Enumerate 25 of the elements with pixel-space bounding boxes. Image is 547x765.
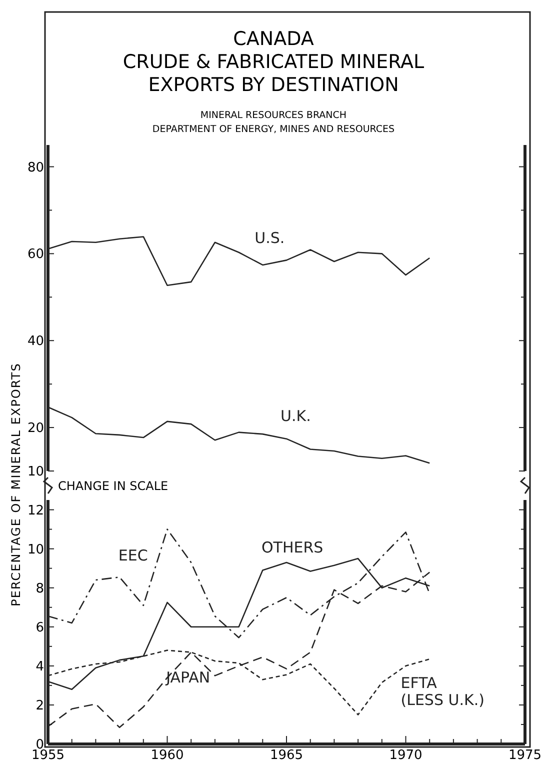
y-tick-label: 80 <box>27 160 44 176</box>
series-label: JAPAN <box>165 668 210 686</box>
y-tick-label: 40 <box>27 334 44 350</box>
series-label: EFTA (LESS U.K.) <box>400 674 484 709</box>
y-tick-label: 60 <box>27 247 44 262</box>
y-tick-label: 2 <box>36 698 44 714</box>
y-tick-label: 10 <box>27 542 44 558</box>
x-tick-label: 1960 <box>150 748 184 763</box>
x-tick-label: 1975 <box>508 748 542 763</box>
y-tick-label: 12 <box>27 503 44 518</box>
y-tick-label: 20 <box>27 421 44 436</box>
chart-title: CANADA CRUDE & FABRICATED MINERAL EXPORTS BY DESTINATION <box>122 28 425 96</box>
y-axis-title: PERCENTAGE OF MINERAL EXPORTS <box>9 362 23 606</box>
y-tick-label: 4 <box>36 659 44 674</box>
y-tick-label: 6 <box>36 620 44 636</box>
x-tick-label: 1970 <box>389 748 422 763</box>
series-label: EEC <box>118 546 148 564</box>
series-label: OTHERS <box>262 538 324 556</box>
text: CHANGE IN SCALE <box>58 479 168 493</box>
x-tick-label: 1965 <box>270 748 304 763</box>
series-label: U.K. <box>280 406 311 425</box>
y-tick-label: 10 <box>27 464 44 480</box>
series-label: U.S. <box>254 228 285 247</box>
y-tick-label: 8 <box>36 581 44 596</box>
chart-subtitle: MINERAL RESOURCES BRANCH DEPARTMENT OF ENERGY, MINES AND RESOURCES <box>152 110 395 135</box>
